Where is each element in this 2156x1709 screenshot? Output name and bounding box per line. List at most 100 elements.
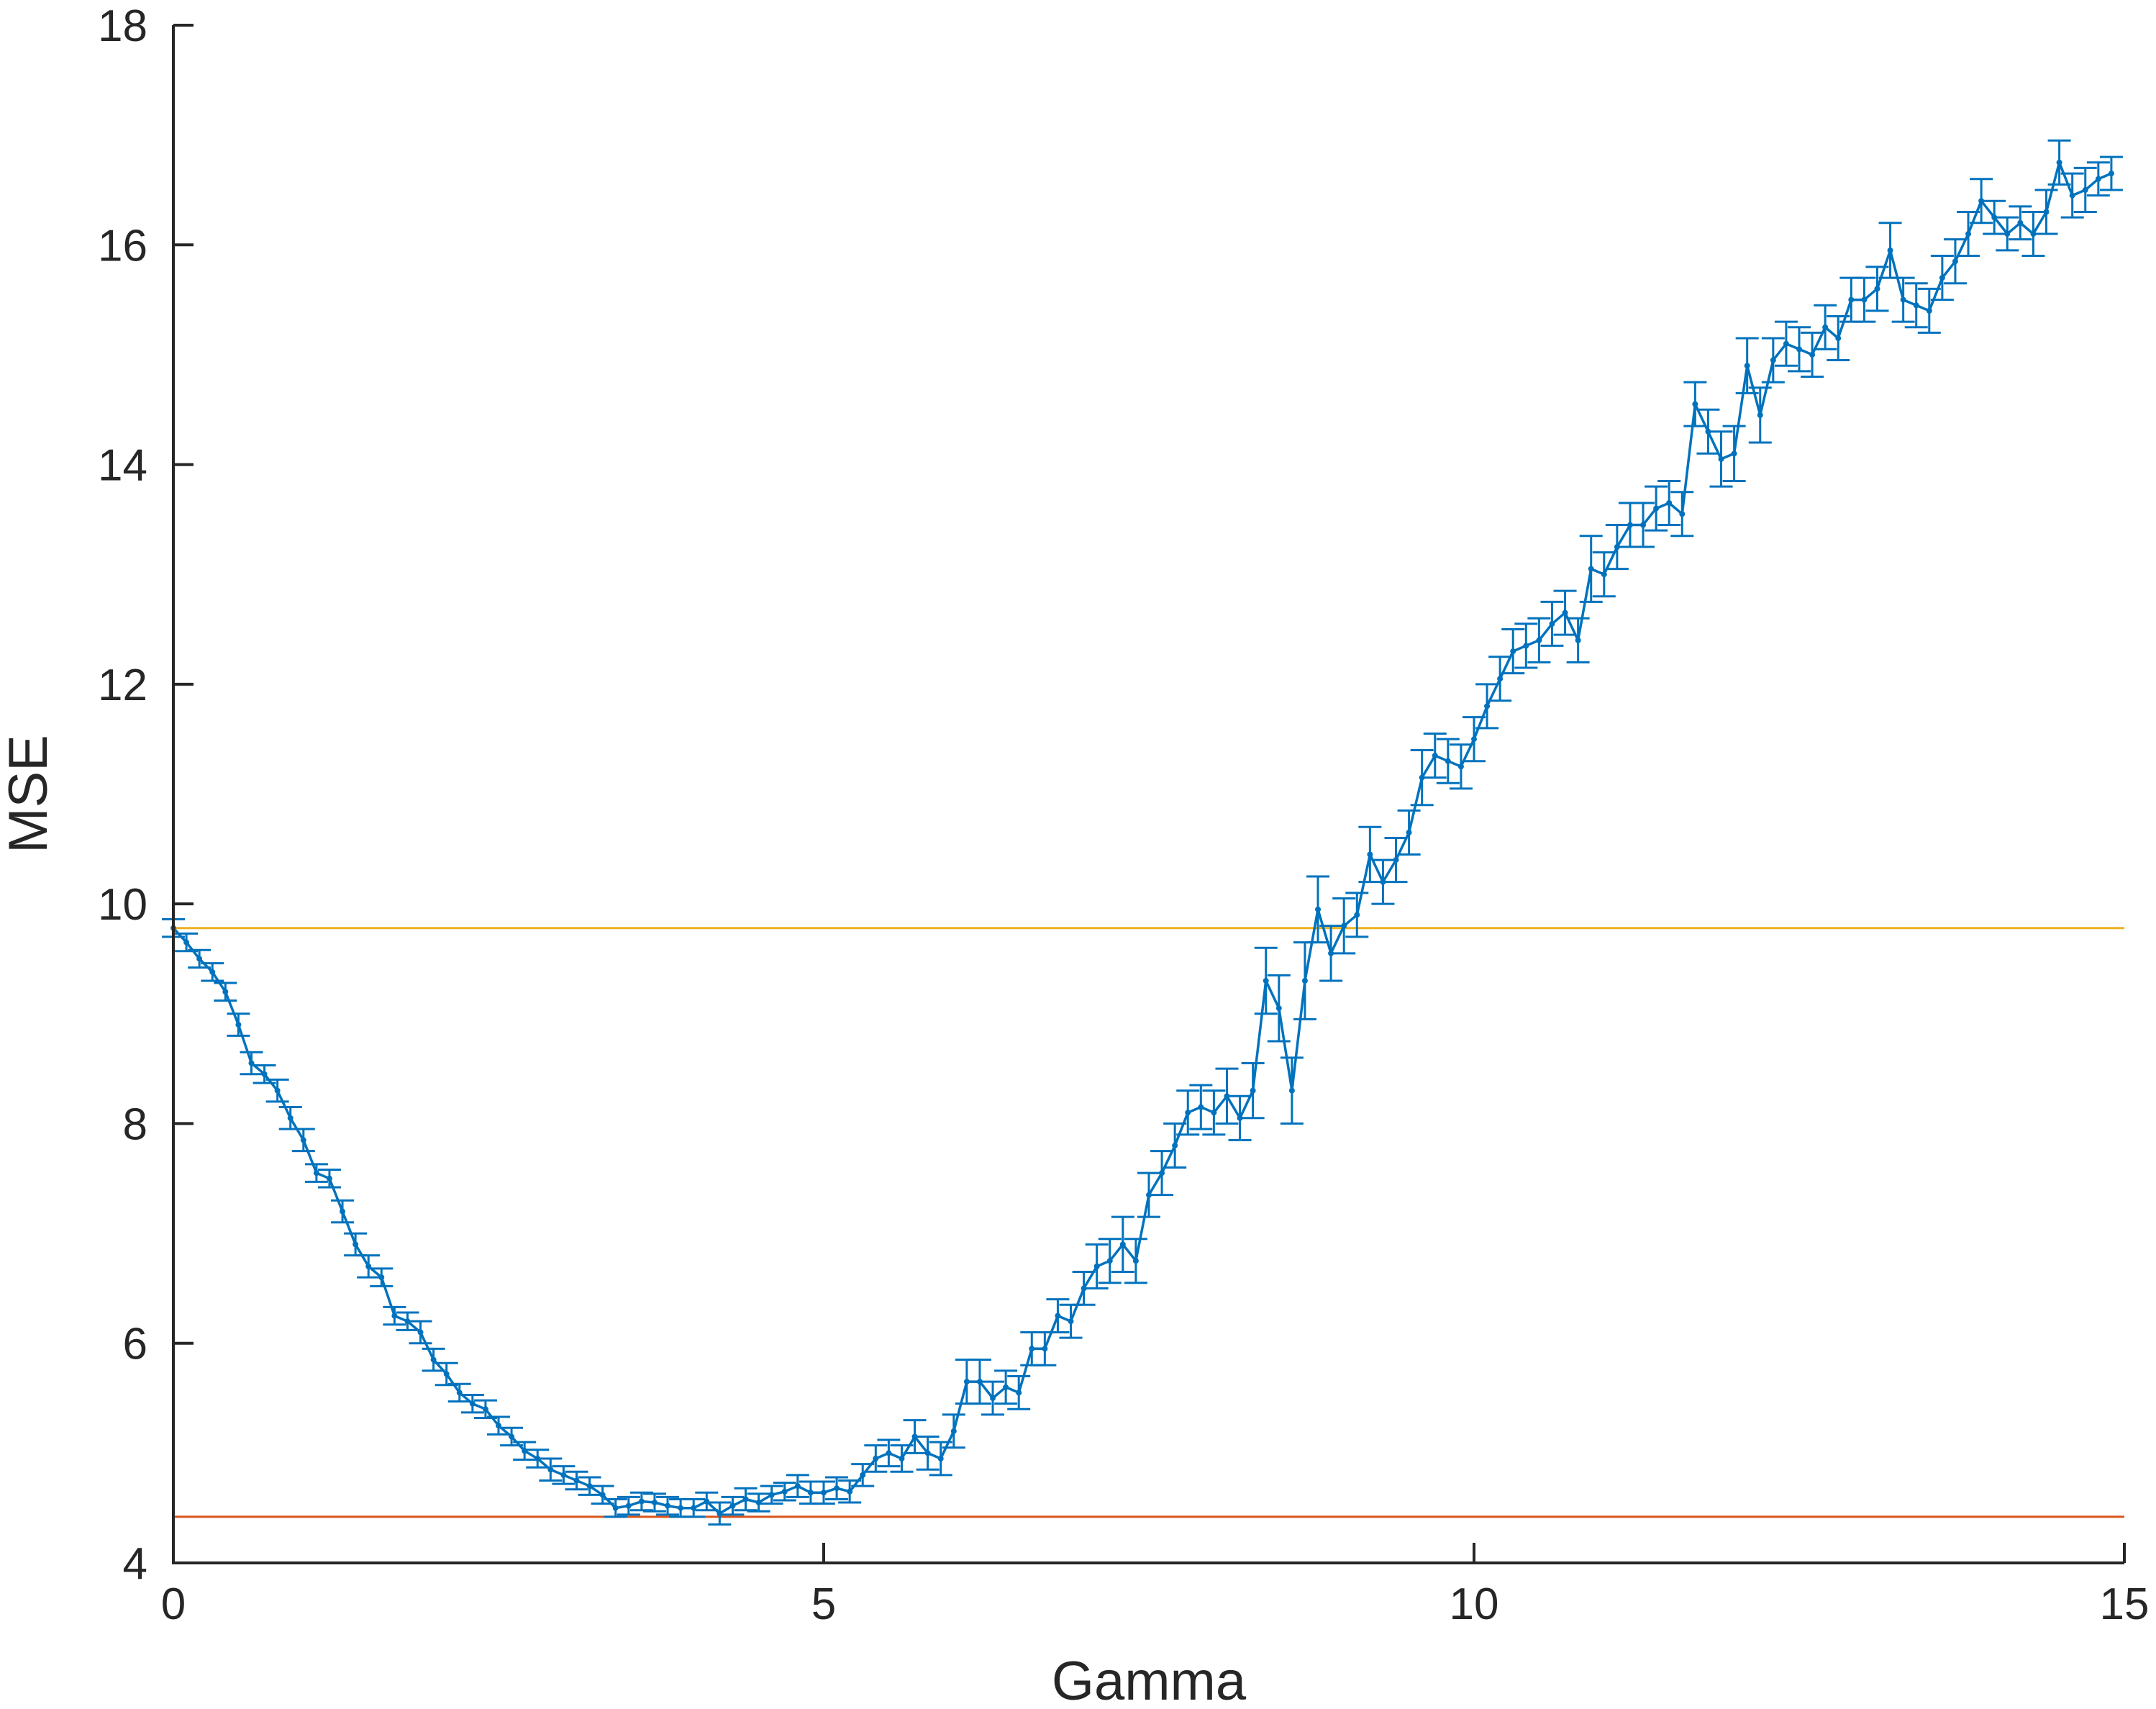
data-point xyxy=(1497,676,1504,682)
x-tick-label: 0 xyxy=(161,1579,186,1629)
plot-area xyxy=(162,139,2124,1526)
data-point xyxy=(937,1455,944,1461)
data-point xyxy=(1601,571,1607,578)
data-point xyxy=(1562,609,1568,616)
data-point xyxy=(1926,307,1932,314)
data-point xyxy=(1301,977,1308,984)
data-point xyxy=(1809,351,1816,358)
x-tick-label: 5 xyxy=(811,1579,836,1629)
data-point xyxy=(1263,977,1269,984)
data-point xyxy=(886,1450,892,1456)
data-point xyxy=(1952,258,1958,265)
data-point xyxy=(638,1498,645,1505)
data-point xyxy=(1874,286,1880,292)
y-tick-label: 4 xyxy=(123,1539,147,1589)
data-point xyxy=(1172,1142,1178,1148)
data-point xyxy=(1991,214,1998,221)
data-point xyxy=(287,1115,294,1121)
data-point xyxy=(1510,648,1516,655)
data-point xyxy=(2056,159,2062,166)
data-point xyxy=(1822,324,1829,330)
data-point xyxy=(1640,522,1647,528)
y-tick-label: 18 xyxy=(98,1,147,51)
data-point xyxy=(1406,829,1412,835)
data-point xyxy=(1627,522,1633,528)
data-point xyxy=(1288,1087,1295,1094)
data-point xyxy=(1159,1170,1165,1177)
x-tick-label: 10 xyxy=(1450,1579,1499,1629)
data-point xyxy=(1393,857,1399,863)
data-point xyxy=(1132,1258,1139,1264)
data-point xyxy=(1588,566,1594,572)
x-axis-label: Gamma xyxy=(1052,1651,1247,1709)
data-point xyxy=(1978,198,1985,204)
data-point xyxy=(990,1395,996,1402)
data-point xyxy=(704,1498,710,1505)
data-point xyxy=(1224,1093,1230,1100)
data-point xyxy=(1731,450,1737,457)
series-0 xyxy=(162,139,2123,1526)
data-point xyxy=(2082,186,2088,193)
data-point xyxy=(509,1433,515,1440)
data-point xyxy=(599,1492,606,1498)
data-point xyxy=(300,1137,306,1143)
y-tick-label: 10 xyxy=(98,880,147,930)
data-point xyxy=(547,1467,554,1473)
data-point xyxy=(560,1472,567,1478)
data-point xyxy=(417,1329,424,1336)
data-point xyxy=(1042,1346,1048,1352)
data-point xyxy=(2069,192,2075,199)
data-point xyxy=(196,956,203,962)
data-point xyxy=(1055,1313,1061,1319)
data-point xyxy=(573,1477,580,1484)
data-point xyxy=(2108,171,2114,177)
data-point xyxy=(1003,1384,1009,1390)
data-point xyxy=(1744,363,1750,369)
data-point xyxy=(1445,758,1451,764)
data-point xyxy=(612,1505,619,1511)
data-point xyxy=(1016,1390,1022,1396)
data-point xyxy=(404,1318,411,1325)
data-point xyxy=(1250,1087,1256,1094)
ticks-layer: 0 5 10 15 4 6 8 10 12 14 16 18 xyxy=(98,1,2149,1629)
data-point xyxy=(1093,1263,1100,1269)
data-point xyxy=(807,1490,814,1496)
data-point xyxy=(222,989,229,995)
data-point xyxy=(1848,296,1855,303)
data-point xyxy=(1861,296,1868,303)
data-point xyxy=(717,1510,723,1517)
data-point xyxy=(1900,296,1906,303)
data-point xyxy=(261,1071,268,1077)
y-axis-label: MSE xyxy=(0,735,59,853)
data-point xyxy=(950,1428,957,1434)
data-point xyxy=(183,939,190,946)
data-point xyxy=(1328,950,1334,956)
data-point xyxy=(1275,1005,1282,1012)
data-point xyxy=(496,1423,501,1429)
data-point xyxy=(678,1505,684,1511)
data-point xyxy=(1757,412,1763,418)
data-point xyxy=(1679,511,1686,517)
data-point xyxy=(1106,1258,1113,1264)
data-point xyxy=(651,1500,658,1506)
x-tick-label: 15 xyxy=(2100,1579,2150,1629)
data-point xyxy=(1146,1192,1152,1198)
data-point xyxy=(1119,1241,1126,1248)
data-point xyxy=(1484,703,1491,710)
data-point xyxy=(391,1313,398,1319)
y-tick-label: 16 xyxy=(98,221,147,271)
data-point xyxy=(1770,357,1776,363)
data-point xyxy=(742,1496,749,1502)
y-tick-label: 6 xyxy=(123,1320,147,1369)
data-point xyxy=(976,1379,983,1385)
y-tick-label: 8 xyxy=(123,1100,147,1149)
data-point xyxy=(352,1241,359,1248)
data-point xyxy=(2030,231,2037,237)
data-point xyxy=(691,1505,697,1511)
data-point xyxy=(821,1490,827,1496)
data-point xyxy=(326,1175,332,1182)
data-point xyxy=(1887,247,1893,253)
data-point xyxy=(1939,275,1945,281)
y-tick-label: 12 xyxy=(98,661,147,710)
data-point xyxy=(1211,1110,1217,1116)
